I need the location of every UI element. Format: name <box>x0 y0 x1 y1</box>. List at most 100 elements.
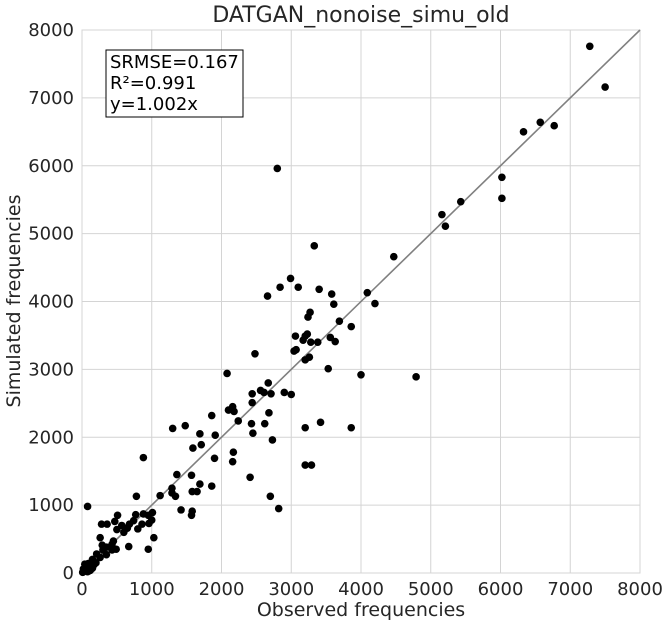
data-point <box>249 429 257 437</box>
data-point <box>113 525 121 534</box>
data-point <box>304 313 312 321</box>
data-point <box>228 457 237 466</box>
y-tick-label: 4000 <box>28 292 74 313</box>
data-point <box>347 322 356 331</box>
x-tick-label: 1000 <box>129 579 175 600</box>
data-point <box>230 407 238 416</box>
data-point <box>389 252 398 261</box>
data-point <box>120 528 128 537</box>
data-points <box>78 42 609 577</box>
data-point <box>248 390 256 398</box>
data-point <box>90 561 98 569</box>
data-point <box>112 545 120 554</box>
data-point <box>347 423 356 432</box>
data-point <box>139 453 148 462</box>
y-tick-label: 2000 <box>28 427 74 448</box>
data-point <box>519 128 528 136</box>
data-point <box>260 419 269 428</box>
data-point <box>274 504 283 513</box>
data-point <box>301 356 310 364</box>
x-axis-label: Observed frequencies <box>257 599 465 621</box>
data-point <box>197 440 206 449</box>
data-point <box>536 118 545 127</box>
y-axis-label: Simulated frequencies <box>3 195 25 408</box>
data-point <box>310 242 319 250</box>
data-point <box>196 430 204 438</box>
data-point <box>307 461 316 469</box>
data-point <box>132 492 141 501</box>
data-point <box>229 448 238 456</box>
data-point <box>177 506 185 514</box>
data-point <box>181 421 190 430</box>
data-point <box>103 520 111 528</box>
data-point <box>97 520 106 528</box>
data-point <box>85 567 93 575</box>
y-tick-label: 0 <box>63 563 74 584</box>
y-tick-labels: 0 1000 2000 3000 4000 5000 6000 7000 8000 <box>28 20 74 584</box>
data-point <box>357 371 365 379</box>
y-tick-label: 3000 <box>28 359 74 380</box>
data-point <box>187 471 196 480</box>
data-point <box>299 336 307 344</box>
data-point <box>313 338 322 347</box>
data-point <box>187 511 196 520</box>
x-tick-label: 7000 <box>547 579 593 600</box>
y-tick-label: 7000 <box>28 88 74 109</box>
data-point <box>96 553 104 562</box>
data-point <box>335 317 344 325</box>
stats-box: SRMSE=0.167 R²=0.991 y=1.002x <box>105 49 244 118</box>
data-point <box>113 511 122 520</box>
data-point <box>207 482 216 490</box>
data-point <box>248 398 256 407</box>
data-point <box>287 390 296 399</box>
data-point <box>211 431 220 440</box>
stats-srmse: SRMSE=0.167 <box>110 52 239 73</box>
data-point <box>301 461 310 469</box>
data-point <box>150 533 158 542</box>
stats-r2: R²=0.991 <box>110 73 196 94</box>
data-point <box>110 517 119 526</box>
data-point <box>168 424 177 433</box>
data-point <box>456 197 465 206</box>
data-point <box>286 274 295 283</box>
data-point <box>102 550 111 559</box>
x-tick-label: 6000 <box>478 579 524 600</box>
data-point <box>134 525 142 533</box>
plot-frame <box>81 29 641 574</box>
data-point <box>251 349 259 358</box>
data-point <box>124 542 133 551</box>
data-point <box>264 379 273 387</box>
data-point <box>550 121 559 130</box>
chart-title: DATGAN_nonoise_simu_old <box>212 3 509 28</box>
data-point <box>301 423 310 432</box>
data-point <box>131 510 140 519</box>
y-tick-label: 5000 <box>28 224 74 245</box>
data-point <box>196 480 204 488</box>
data-point <box>291 332 300 340</box>
data-point <box>327 290 336 298</box>
data-point <box>441 222 450 230</box>
x-tick-label: 8000 <box>617 579 663 600</box>
reference-line <box>81 29 641 574</box>
y-tick-label: 1000 <box>28 495 74 516</box>
data-point <box>234 417 243 425</box>
data-point <box>412 373 420 381</box>
y-tick-label: 6000 <box>28 156 74 177</box>
data-point <box>276 283 284 292</box>
data-point <box>498 173 506 182</box>
data-point <box>265 409 273 417</box>
data-point <box>306 338 315 347</box>
data-point <box>280 388 289 397</box>
x-tick-label: 4000 <box>338 579 384 600</box>
data-point <box>193 487 201 496</box>
data-point <box>294 283 303 292</box>
stats-box-border <box>105 49 244 118</box>
data-point <box>156 491 164 500</box>
data-point <box>315 285 323 294</box>
data-point <box>207 411 216 420</box>
data-point <box>223 369 231 378</box>
x-tick-labels: 0 1000 2000 3000 4000 5000 6000 7000 8000 <box>76 579 663 600</box>
data-point <box>290 347 298 355</box>
data-point <box>173 470 181 479</box>
